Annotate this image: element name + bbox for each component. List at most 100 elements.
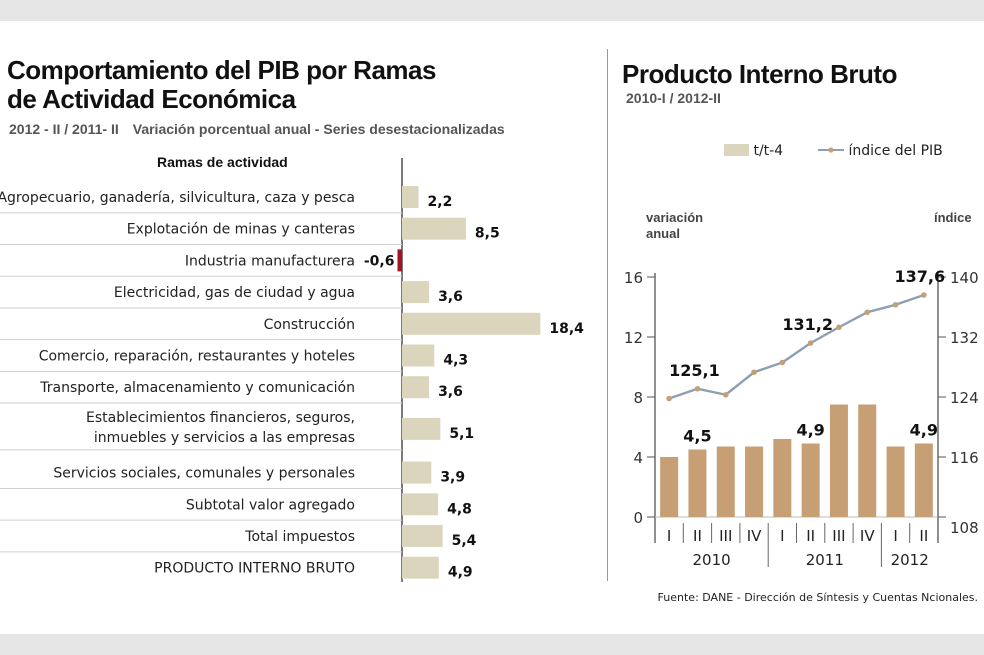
- branch-value-label-10: 4,8: [447, 501, 472, 517]
- quarter-bar-8: [858, 404, 877, 517]
- pib-index-line: [668, 293, 925, 400]
- legend-bar-item: t/t-4: [724, 143, 783, 159]
- quarter-tick-label-8: IV: [860, 527, 875, 545]
- pib-index-point-8: [864, 309, 871, 316]
- branch-label-11: Total impuestos: [244, 529, 355, 545]
- canvas: Comportamiento del PIB por Ramas de Acti…: [0, 21, 984, 634]
- quarter-bar-1: [660, 457, 679, 517]
- quarter-tick-label-10: II: [919, 527, 928, 545]
- quarter-bar-2: [688, 449, 707, 517]
- branch-label-12: PRODUCTO INTERNO BRUTO: [154, 561, 355, 577]
- branch-label-7: Transporte, almacenamiento y comunicació…: [39, 380, 355, 396]
- branch-value-label-9: 3,9: [440, 470, 465, 486]
- quarter-tick-label-9: I: [893, 527, 897, 545]
- quarter-bar-label-2: 4,5: [683, 427, 711, 446]
- left-tick-label-12: 12: [624, 329, 643, 347]
- pib-index-point-5: [779, 359, 786, 366]
- pib-index-label-10: 137,6: [895, 267, 946, 286]
- quarter-tick-label-5: I: [780, 527, 784, 545]
- branch-bar-10: [402, 493, 439, 516]
- quarter-tick-label-1: I: [667, 527, 671, 545]
- branch-value-label-8: 5,1: [449, 426, 474, 442]
- pib-index-point-9: [892, 301, 899, 308]
- source-note: Fuente: DANE - Dirección de Síntesis y C…: [657, 591, 978, 604]
- quarter-bar-label-6: 4,9: [796, 421, 824, 440]
- quarter-bar-3: [716, 446, 735, 517]
- left-title-line1: Comportamiento del PIB por Ramas: [7, 55, 436, 85]
- legend-line-swatch: [818, 147, 844, 153]
- right-tick-label-124: 124: [950, 389, 979, 407]
- branch-bar-3: [397, 249, 402, 272]
- pib-index-point-10: [921, 292, 927, 298]
- quarter-bar-4: [745, 446, 764, 517]
- panel-divider: [607, 49, 608, 581]
- left-tick-label-8: 8: [633, 389, 643, 407]
- quarter-bar-6: [801, 443, 820, 517]
- charts-svg: 2,2 Agropecuario, ganadería, silvicultura…: [0, 158, 979, 582]
- quarter-tick-label-3: III: [719, 527, 732, 545]
- branch-label-4: Electricidad, gas de ciudad y agua: [114, 285, 355, 301]
- branch-bar-2: [402, 217, 466, 240]
- legend-line-label: índice del PIB: [848, 143, 943, 159]
- quarter-tick-label-2: II: [693, 527, 702, 545]
- branch-value-label-4: 3,6: [438, 289, 463, 305]
- quarter-bar-7: [829, 404, 848, 517]
- branch-bar-12: [402, 556, 439, 579]
- branch-label-3: Industria manufacturera: [185, 253, 355, 269]
- legend-bar-label: t/t-4: [753, 143, 784, 159]
- right-tick-label-140: 140: [950, 269, 979, 287]
- right-tick-label-132: 132: [950, 329, 979, 347]
- left-title-line2: de Actividad Económica: [7, 84, 296, 114]
- branch-bar-1: [402, 186, 419, 208]
- left-axis-title-line2: anual: [646, 226, 680, 241]
- pib-index-point-7: [836, 324, 842, 331]
- branch-bar-5: [402, 312, 541, 335]
- branch-value-label-5: 18,4: [549, 321, 584, 337]
- column-header: Ramas de actividad: [157, 154, 288, 170]
- pib-index-point-2: [694, 385, 701, 392]
- left-tick-label-0: 0: [633, 509, 643, 527]
- right-tick-label-108: 108: [950, 519, 979, 537]
- legend-line-item: índice del PIB: [818, 143, 943, 159]
- quarter-bar-10: [914, 443, 933, 517]
- branch-label-8-line2: inmuebles y servicios a las empresas: [94, 430, 355, 446]
- branch-label-2: Explotación de minas y canteras: [127, 222, 355, 238]
- pib-index-label-6: 131,2: [782, 315, 833, 334]
- left-subtitle-desc: Variación porcentual anual - Series dese…: [132, 121, 505, 137]
- quarter-bar-label-10: 4,9: [910, 421, 938, 440]
- branch-bar-9: [402, 461, 432, 484]
- quarter-tick-label-7: III: [832, 527, 845, 545]
- branch-label-8-line1: Establecimientos financieros, seguros,: [86, 410, 355, 426]
- pib-index-point-3: [722, 391, 729, 398]
- pib-index-label-2: 125,1: [669, 361, 720, 380]
- branch-value-label-12: 4,9: [448, 565, 473, 581]
- branch-label-5: Construcción: [264, 317, 355, 333]
- quarter-tick-label-4: IV: [747, 527, 762, 545]
- right-chart-subtitle: 2010-I / 2012-II: [626, 90, 721, 106]
- left-subtitle-period: 2012 - II / 2011- II: [9, 121, 119, 137]
- branch-label-6: Comercio, reparación, restaurantes y hot…: [39, 349, 355, 365]
- left-axis-title-line1: variación: [646, 210, 704, 225]
- branch-bar-4: [402, 281, 430, 304]
- branch-bar-7: [402, 376, 430, 399]
- left-chart-subtitle: 2012 - II / 2011- II Variación porcentual…: [9, 121, 505, 137]
- left-tick-label-16: 16: [624, 269, 643, 287]
- branch-value-label-11: 5,4: [452, 533, 477, 549]
- pib-index-point-4: [751, 369, 757, 376]
- branch-label-10: Subtotal valor agregado: [186, 497, 355, 513]
- branch-bar-8: [402, 417, 441, 440]
- branch-bar-11: [402, 525, 443, 547]
- left-axis-title: variación anual: [646, 210, 703, 242]
- year-label-2012: 2012: [891, 551, 929, 569]
- quarter-bar-5: [773, 439, 792, 517]
- branch-value-label-7: 3,6: [438, 384, 463, 400]
- branch-value-label-1: 2,2: [428, 194, 453, 210]
- left-chart-title: Comportamiento del PIB por Ramas de Acti…: [7, 56, 436, 114]
- branch-value-label-6: 4,3: [443, 353, 468, 369]
- quarter-tick-label-6: II: [806, 527, 815, 545]
- branch-value-label-3: -0,6: [364, 253, 395, 269]
- branch-bar-6: [402, 344, 435, 367]
- branch-label-9: Servicios sociales, comunales y personal…: [53, 466, 355, 482]
- branch-label-1: Agropecuario, ganadería, silvicultura, c…: [0, 190, 355, 206]
- quarter-bar-9: [886, 446, 905, 517]
